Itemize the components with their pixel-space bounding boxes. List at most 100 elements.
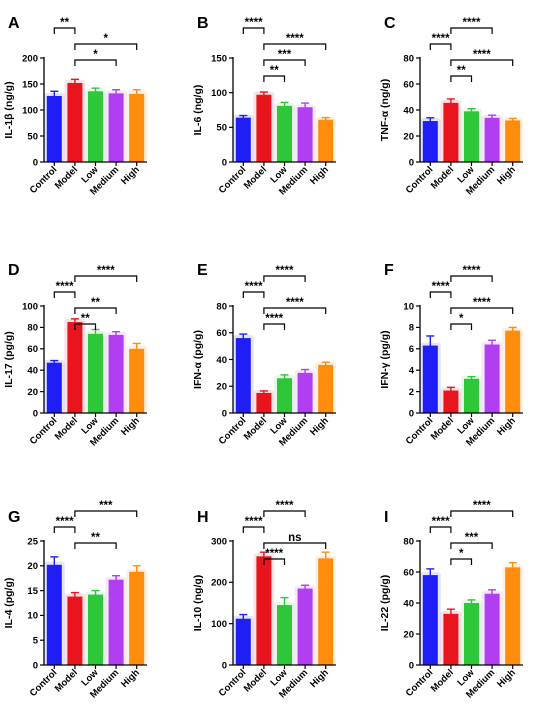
x-tick-label: Control bbox=[217, 415, 249, 447]
y-tick-label: 50 bbox=[27, 131, 38, 142]
bar-control bbox=[235, 618, 251, 665]
significance-bracket bbox=[263, 307, 327, 314]
significance-label: ** bbox=[270, 65, 279, 77]
significance-bracket bbox=[242, 526, 265, 533]
bar-control bbox=[422, 575, 438, 665]
y-tick-label: 0 bbox=[222, 157, 227, 168]
y-axis-label: IFN-α (pg/g) bbox=[192, 330, 204, 389]
y-tick-label: 0 bbox=[33, 660, 38, 671]
bar-high bbox=[129, 348, 145, 413]
y-tick-label: 60 bbox=[216, 328, 227, 339]
bar-low bbox=[277, 105, 292, 162]
significance-bracket bbox=[450, 307, 514, 314]
y-tick-label: 40 bbox=[216, 355, 227, 366]
significance-bracket bbox=[450, 323, 473, 330]
significance-bracket bbox=[450, 75, 473, 82]
y-tick-label: 60 bbox=[403, 79, 414, 90]
x-tick-label: High bbox=[308, 415, 331, 438]
y-tick-label: 15 bbox=[27, 586, 38, 597]
bar-low bbox=[88, 91, 103, 162]
bar-control bbox=[46, 362, 62, 413]
bar-medium bbox=[297, 107, 313, 162]
x-tick-label: High bbox=[495, 415, 518, 438]
x-tick-label: Model bbox=[242, 667, 269, 694]
significance-bracket bbox=[263, 275, 306, 282]
significance-bracket bbox=[263, 510, 306, 517]
significance-bracket bbox=[242, 291, 265, 298]
y-tick-label: 80 bbox=[27, 323, 38, 334]
panel-label: F bbox=[384, 262, 394, 279]
significance-label: **** bbox=[286, 297, 304, 309]
significance-label: * bbox=[104, 33, 109, 45]
bar-model bbox=[256, 94, 272, 162]
significance-bracket bbox=[429, 291, 452, 298]
bar-high bbox=[505, 330, 521, 413]
y-tick-label: 100 bbox=[211, 619, 227, 630]
bar-model bbox=[67, 82, 83, 162]
y-tick-label: 40 bbox=[403, 598, 414, 609]
significance-bracket bbox=[450, 27, 493, 34]
x-tick-label: High bbox=[495, 667, 518, 690]
bar-low bbox=[464, 603, 479, 665]
y-tick-label: 100 bbox=[211, 88, 227, 99]
significance-bracket bbox=[263, 43, 327, 50]
y-axis-label: IL-22 (pg/g) bbox=[379, 575, 391, 632]
y-tick-label: 6 bbox=[409, 344, 414, 355]
significance-label: ** bbox=[457, 65, 466, 77]
y-tick-label: 60 bbox=[403, 567, 414, 578]
panel-label: C bbox=[384, 15, 396, 32]
significance-bracket bbox=[429, 43, 452, 50]
bar-low bbox=[277, 378, 292, 413]
y-tick-label: 100 bbox=[22, 105, 38, 116]
panel-label: B bbox=[197, 15, 209, 32]
significance-label: **** bbox=[276, 265, 294, 277]
x-tick-label: Control bbox=[217, 667, 249, 699]
y-tick-label: 150 bbox=[211, 53, 227, 64]
y-tick-label: 10 bbox=[403, 301, 414, 312]
significance-label: *** bbox=[465, 532, 479, 544]
x-tick-label: Model bbox=[242, 164, 269, 191]
bar-low bbox=[88, 594, 103, 665]
significance-bracket bbox=[74, 307, 117, 314]
significance-label: **** bbox=[265, 548, 283, 560]
significance-label: **** bbox=[245, 516, 263, 528]
significance-label: * bbox=[459, 313, 464, 325]
panel-label: I bbox=[384, 509, 388, 526]
x-tick-label: Control bbox=[28, 667, 60, 699]
significance-bracket bbox=[263, 558, 286, 565]
y-tick-label: 0 bbox=[33, 157, 38, 168]
significance-label: **** bbox=[265, 313, 283, 325]
x-tick-label: High bbox=[119, 667, 142, 690]
y-tick-label: 0 bbox=[222, 408, 227, 419]
significance-bracket bbox=[429, 526, 452, 533]
significance-label: ** bbox=[81, 313, 90, 325]
significance-label: **** bbox=[97, 265, 115, 277]
y-tick-label: 25 bbox=[27, 536, 38, 547]
y-tick-label: 4 bbox=[409, 366, 415, 377]
bar-low bbox=[88, 333, 103, 413]
bar-high bbox=[505, 120, 521, 162]
bar-model bbox=[256, 392, 272, 413]
x-tick-label: Model bbox=[53, 415, 80, 442]
y-tick-label: 40 bbox=[27, 366, 38, 377]
significance-label: **** bbox=[276, 500, 294, 512]
y-tick-label: 200 bbox=[211, 578, 227, 589]
significance-label: **** bbox=[286, 33, 304, 45]
bar-medium bbox=[484, 344, 500, 413]
bar-model bbox=[443, 102, 459, 162]
significance-bracket bbox=[450, 542, 493, 549]
panel-label: D bbox=[8, 262, 20, 279]
significance-bracket bbox=[74, 323, 97, 330]
x-tick-label: Control bbox=[28, 415, 60, 447]
significance-bracket bbox=[242, 27, 265, 34]
x-tick-label: High bbox=[495, 164, 518, 187]
x-tick-label: High bbox=[308, 667, 331, 690]
y-axis-label: IL-4 (pg/g) bbox=[3, 578, 15, 629]
bar-high bbox=[318, 558, 334, 665]
bar-control bbox=[422, 345, 438, 413]
